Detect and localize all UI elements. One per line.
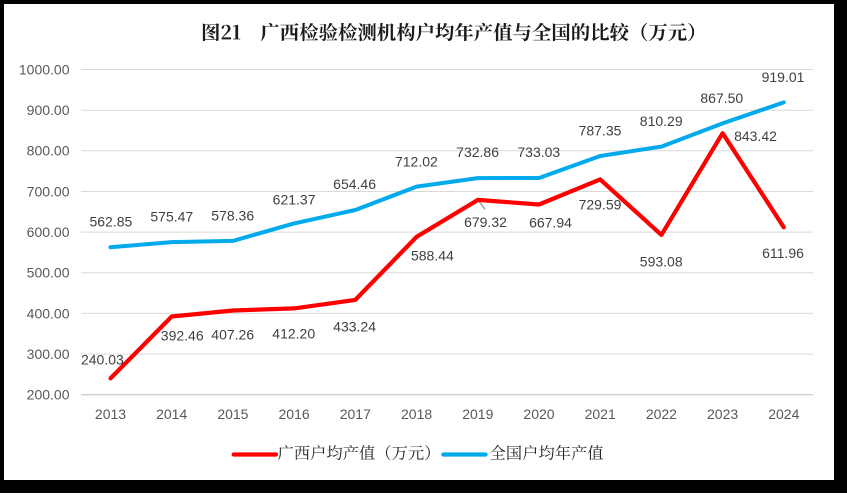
svg-text:2017: 2017 <box>340 406 371 422</box>
svg-text:810.29: 810.29 <box>640 113 683 129</box>
svg-text:2018: 2018 <box>401 406 432 422</box>
svg-text:2015: 2015 <box>217 406 248 422</box>
svg-text:200.00: 200.00 <box>27 387 70 403</box>
svg-text:240.03: 240.03 <box>81 351 124 367</box>
svg-text:407.26: 407.26 <box>211 326 254 342</box>
svg-text:588.44: 588.44 <box>411 248 454 264</box>
svg-text:500.00: 500.00 <box>27 265 70 281</box>
svg-text:412.20: 412.20 <box>272 325 315 341</box>
svg-text:300.00: 300.00 <box>27 346 70 362</box>
svg-text:679.32: 679.32 <box>464 214 507 230</box>
svg-text:621.37: 621.37 <box>273 191 316 207</box>
svg-text:2022: 2022 <box>646 406 677 422</box>
svg-text:919.01: 919.01 <box>762 69 805 85</box>
svg-text:2024: 2024 <box>768 406 799 422</box>
svg-text:578.36: 578.36 <box>211 207 254 223</box>
svg-text:400.00: 400.00 <box>27 305 70 321</box>
svg-text:2023: 2023 <box>707 406 738 422</box>
svg-text:2020: 2020 <box>523 406 554 422</box>
svg-text:593.08: 593.08 <box>640 254 683 270</box>
svg-text:800.00: 800.00 <box>27 143 70 159</box>
svg-text:1000.00: 1000.00 <box>19 61 70 77</box>
svg-text:611.96: 611.96 <box>762 245 804 261</box>
svg-text:2013: 2013 <box>95 406 126 422</box>
svg-text:900.00: 900.00 <box>27 102 70 118</box>
svg-text:700.00: 700.00 <box>27 183 70 199</box>
svg-text:2021: 2021 <box>585 406 616 422</box>
svg-text:729.59: 729.59 <box>579 196 622 212</box>
svg-text:600.00: 600.00 <box>27 224 70 240</box>
svg-text:867.50: 867.50 <box>700 90 743 106</box>
svg-text:2016: 2016 <box>279 406 310 422</box>
svg-text:562.85: 562.85 <box>89 214 132 230</box>
svg-text:712.02: 712.02 <box>395 153 438 169</box>
svg-text:2014: 2014 <box>156 406 187 422</box>
svg-text:433.24: 433.24 <box>333 318 376 334</box>
svg-text:667.94: 667.94 <box>529 215 572 231</box>
svg-text:732.86: 732.86 <box>456 144 499 160</box>
svg-text:787.35: 787.35 <box>579 123 622 139</box>
svg-text:654.46: 654.46 <box>333 176 376 192</box>
svg-text:843.42: 843.42 <box>734 128 777 144</box>
svg-text:2019: 2019 <box>462 406 493 422</box>
svg-text:392.46: 392.46 <box>161 328 204 344</box>
svg-text:733.03: 733.03 <box>517 144 560 160</box>
svg-text:575.47: 575.47 <box>150 208 193 224</box>
